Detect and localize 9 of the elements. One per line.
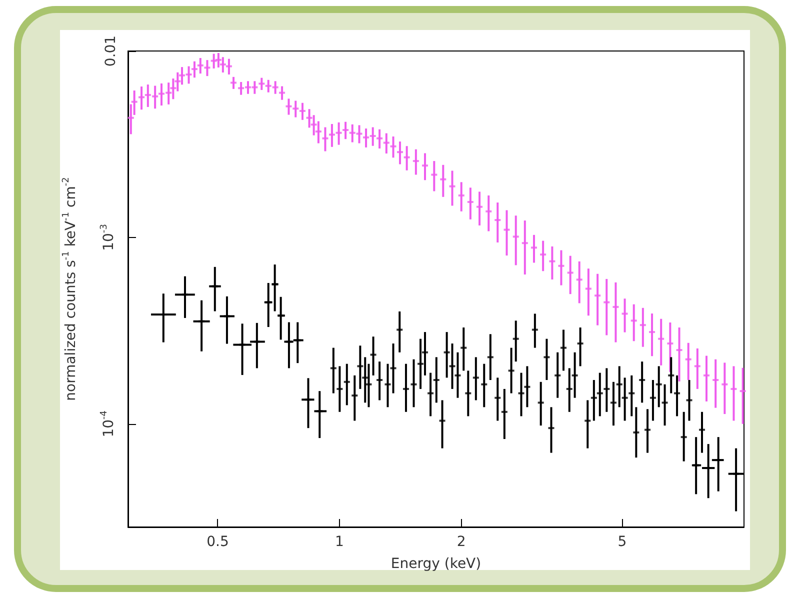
y-tick-label: 0.01 (103, 35, 119, 67)
x-tick-label: 2 (456, 534, 466, 550)
y-tick-label: 10-4 (100, 410, 117, 438)
x-tick-label: 1 (335, 534, 344, 550)
x-tick-label: 0.5 (206, 534, 229, 550)
x-tick-label: 5 (618, 534, 627, 550)
y-axis-title: normalized counts s-1 keV-1 cm-2 (62, 177, 79, 401)
x-axis-title: Energy (keV) (390, 556, 482, 572)
y-tick-label: 10-3 (100, 224, 117, 251)
